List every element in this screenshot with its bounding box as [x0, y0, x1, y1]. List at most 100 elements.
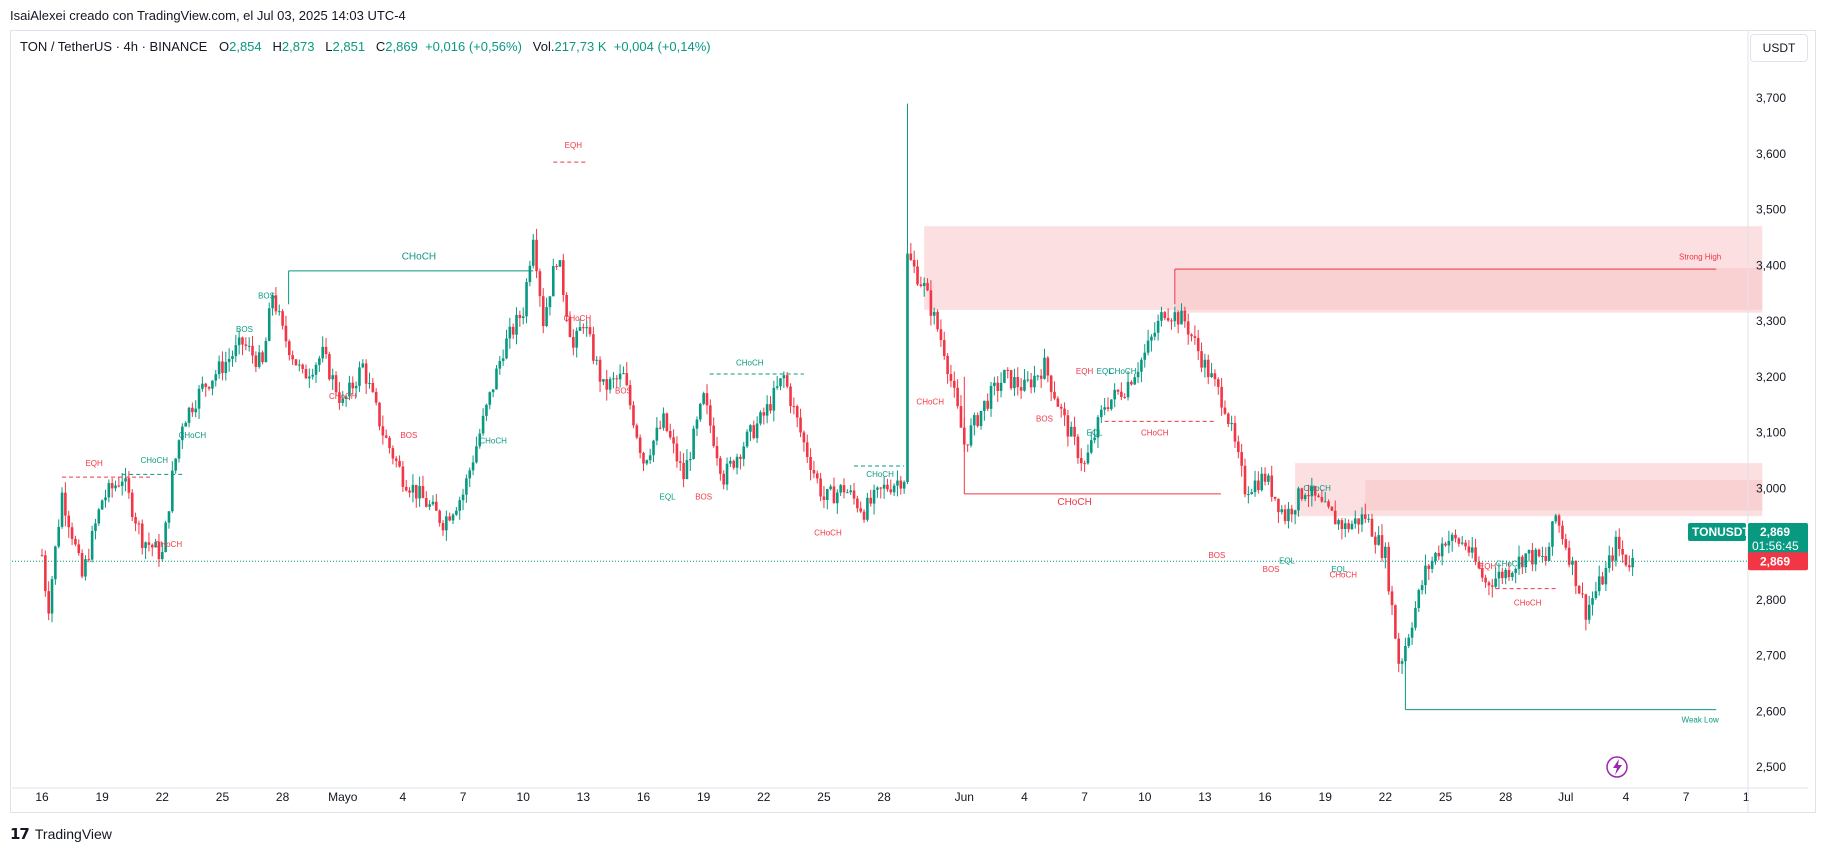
- candle-body: [1257, 480, 1260, 491]
- candle-body: [1607, 555, 1611, 568]
- candle-body: [1424, 565, 1427, 586]
- candle-body: [1213, 373, 1217, 380]
- candle-body: [1053, 391, 1056, 399]
- candle-body: [227, 358, 231, 362]
- candle-body: [318, 358, 321, 365]
- candle-body: [1564, 539, 1568, 548]
- structure-label: CHoCH: [402, 252, 436, 263]
- candle-body: [755, 423, 759, 439]
- candle-body: [648, 455, 652, 461]
- candle-body: [1444, 543, 1447, 546]
- candle-body: [298, 364, 301, 366]
- candle-body: [1521, 556, 1524, 568]
- lightning-icon[interactable]: [1606, 756, 1628, 778]
- candle-body: [732, 460, 736, 468]
- candle-body: [1337, 520, 1340, 525]
- structure-label: BOS: [1036, 414, 1053, 423]
- candle-body: [535, 239, 538, 272]
- candle-body: [511, 326, 515, 335]
- candle-body: [495, 368, 498, 390]
- candle-body: [1447, 540, 1451, 546]
- candle-body: [1547, 546, 1551, 561]
- candle-body: [585, 327, 588, 329]
- candle-body: [1350, 523, 1354, 530]
- candle-body: [578, 327, 582, 331]
- candle-body: [191, 407, 194, 413]
- candle-body: [1437, 552, 1441, 557]
- candle-body: [1357, 518, 1360, 525]
- candle-body: [531, 239, 535, 266]
- candle-body: [1330, 506, 1334, 511]
- structure-label: EQH: [565, 141, 583, 150]
- x-tick-label: 22: [156, 790, 170, 804]
- candle-body: [331, 375, 335, 380]
- candle-body: [398, 460, 401, 467]
- candle-body: [1280, 509, 1284, 513]
- price-change: +0,016 (+0,56%): [425, 39, 522, 54]
- candle-body: [441, 522, 445, 531]
- candle-body: [1267, 475, 1270, 482]
- candle-body: [224, 361, 228, 374]
- symbol-tag-bg: [1688, 523, 1746, 541]
- x-tick-label: 19: [95, 790, 109, 804]
- candle-body: [478, 433, 482, 447]
- candle-body: [846, 492, 849, 494]
- currency-button[interactable]: USDT: [1750, 34, 1808, 62]
- candle-body: [1594, 591, 1598, 598]
- candle-body: [1517, 556, 1521, 569]
- candle-body: [1066, 415, 1070, 437]
- candle-body: [401, 466, 405, 487]
- candle-body: [110, 483, 114, 489]
- candle-body: [1407, 637, 1411, 646]
- candle-body: [879, 487, 883, 489]
- footer-brand[interactable]: 𝟭𝟳 TradingView: [10, 825, 112, 843]
- candle-body: [1260, 473, 1264, 491]
- candle-body: [942, 340, 946, 356]
- candle-body: [1541, 556, 1544, 558]
- candle-body: [90, 530, 94, 560]
- candle-body: [104, 497, 107, 501]
- tradingview-logo-icon: 𝟭𝟳: [10, 826, 30, 843]
- candles-layer: [40, 103, 1634, 674]
- candle-body: [785, 375, 789, 387]
- candle-body: [1571, 560, 1574, 565]
- candle-body: [1581, 593, 1584, 595]
- candle-body: [1059, 406, 1063, 409]
- candle-body: [1153, 332, 1157, 337]
- x-tick-label: 28: [276, 790, 290, 804]
- candle-body: [344, 396, 348, 399]
- candle-body: [969, 425, 973, 446]
- candle-body: [1203, 359, 1207, 368]
- candle-body: [294, 359, 298, 366]
- price-tag-bg: [1748, 523, 1808, 555]
- candle-body: [565, 294, 568, 317]
- symbol-legend: TON / TetherUS · 4h · BINANCE O2,854 H2,…: [20, 39, 711, 54]
- symbol-title[interactable]: TON / TetherUS · 4h · BINANCE: [20, 39, 208, 54]
- candle-body: [836, 492, 839, 504]
- candle-body: [1504, 569, 1507, 579]
- candle-body: [1310, 486, 1314, 497]
- candle-body: [328, 354, 331, 380]
- candle-body: [946, 355, 949, 375]
- candle-body: [204, 383, 208, 387]
- candle-body: [1577, 585, 1581, 594]
- x-tick-label: Jul: [1558, 790, 1573, 804]
- candle-body: [368, 382, 371, 384]
- structure-label: CHoCH: [916, 398, 944, 407]
- candle-body: [187, 407, 191, 423]
- candle-body: [735, 456, 739, 468]
- candle-body: [127, 478, 131, 493]
- candle-body: [1333, 510, 1337, 525]
- structure-lines-layer: [62, 161, 1717, 711]
- candle-body: [70, 527, 74, 539]
- candle-body: [384, 435, 388, 438]
- candle-body: [815, 473, 819, 479]
- volume-change: +0,004 (+0,14%): [613, 39, 711, 54]
- candle-body: [1273, 496, 1277, 499]
- candle-body: [896, 480, 899, 486]
- candle-body: [1420, 585, 1424, 591]
- x-tick-label: 4: [1623, 790, 1630, 804]
- candle-body: [685, 460, 689, 480]
- axis-layer: 3,700 3,600 3,500 3,400 3,300 3,200 3,100 3,000…: [12, 31, 1808, 812]
